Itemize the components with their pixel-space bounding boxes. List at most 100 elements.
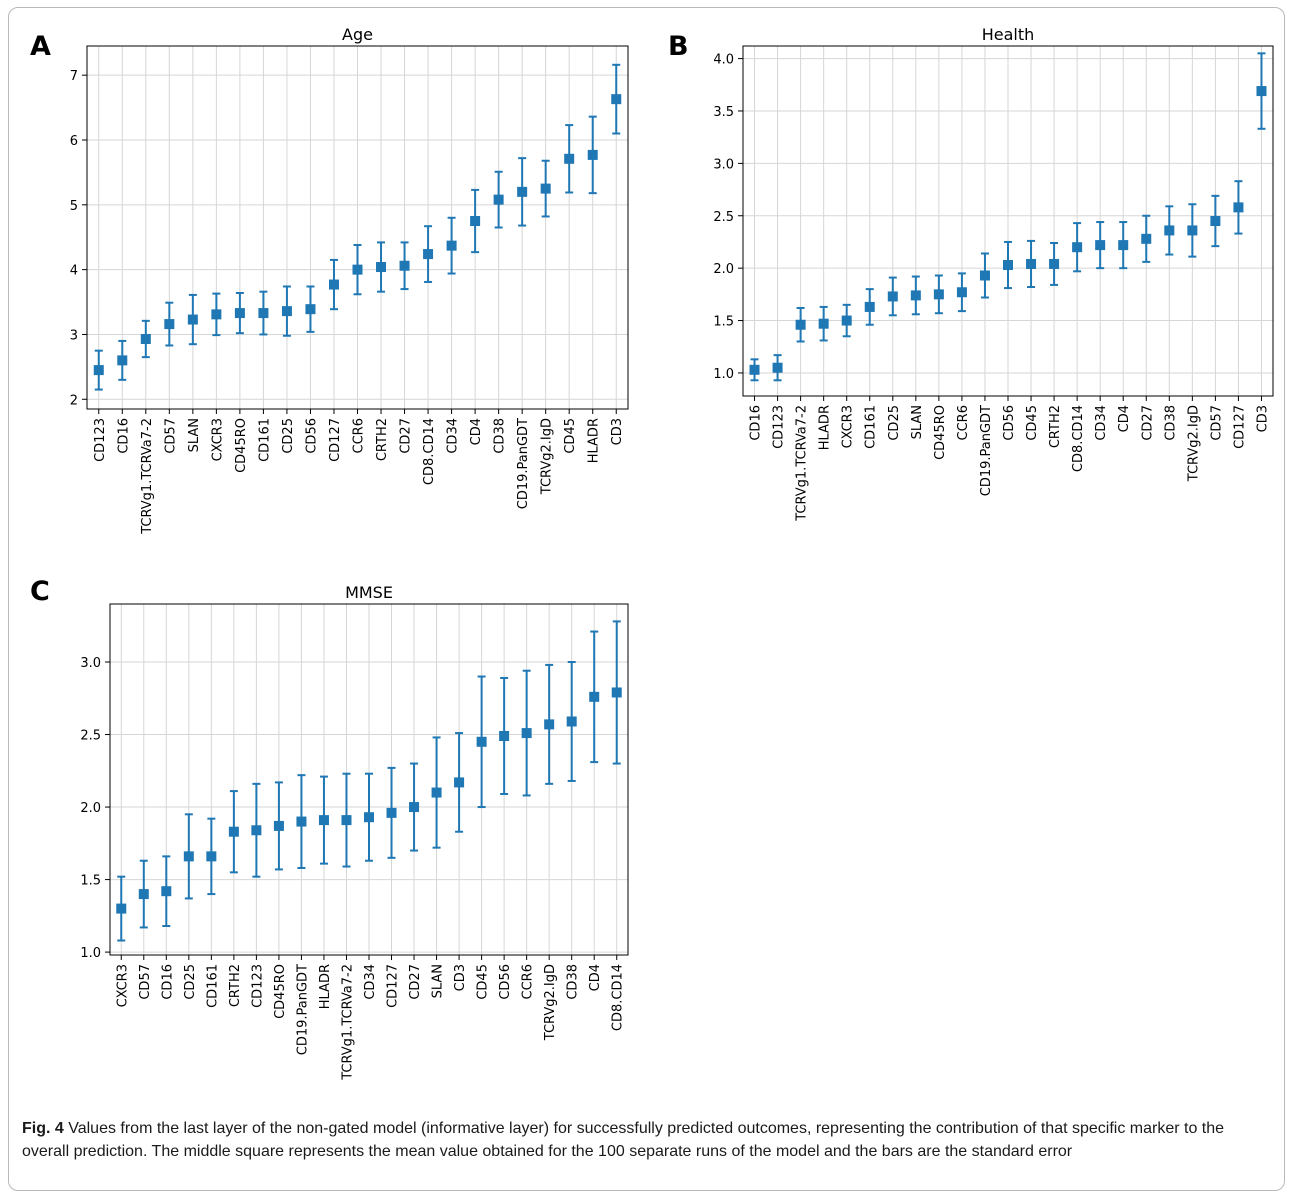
mean-marker [234, 308, 245, 319]
x-axis: CXCR3 CD57 CD16 CD25 CD161 CRTH2 CD123 CD45RO CD… [115, 955, 626, 1081]
mean-marker [187, 314, 198, 325]
data-series [749, 52, 1267, 382]
x-tick-label: CD34 [446, 418, 461, 454]
x-tick-label: CXCR3 [210, 418, 225, 461]
x-tick-label: CD27 [399, 418, 414, 454]
x-tick-label: SLAN [187, 418, 202, 452]
y-axis: 1.0 1.5 2.0 2.5 3.0 [80, 656, 110, 961]
x-tick-label: CRTH2 [375, 418, 390, 461]
figure-charts: A Age 2 3 4 5 6 7 CD123 CD16 TCRVg1.TCRVa7-2 CD57 SL… [30, 25, 1274, 1081]
y-tick-label: 1.0 [713, 367, 734, 382]
x-tick-label: CD161 [864, 405, 879, 449]
mean-marker [1256, 86, 1267, 97]
x-tick-label: CD19.PanGDT [295, 964, 310, 1055]
x-tick-label: CD19.PanGDT [979, 405, 994, 496]
mean-marker [206, 851, 217, 862]
x-tick-label: HLADR [587, 418, 602, 463]
mean-marker [409, 802, 420, 813]
mean-marker [499, 730, 510, 741]
x-tick-label: CD34 [1094, 405, 1109, 441]
x-tick-label: CD27 [1140, 405, 1155, 441]
y-axis: 2 3 4 5 6 7 [70, 69, 87, 408]
mean-marker [296, 816, 307, 827]
mean-marker [1187, 225, 1198, 236]
plot-area-frame [109, 603, 629, 956]
mean-marker [1210, 216, 1221, 226]
y-tick-label: 2.5 [713, 210, 734, 225]
mean-marker [772, 362, 783, 373]
mean-marker [864, 301, 875, 312]
data-series [93, 63, 622, 391]
y-tick-label: 6 [70, 134, 78, 149]
mean-marker [228, 826, 239, 837]
mean-marker [910, 290, 921, 301]
plot-area-frame [742, 45, 1274, 397]
mean-marker [431, 787, 442, 798]
gridlines [743, 46, 1273, 396]
panel-b: B Health 1.0 1.5 2.0 2.5 3.0 3.5 4.0 CD16 CD123 TCR… [668, 25, 1274, 522]
chart-title: Age [342, 25, 373, 44]
x-tick-label: TCRVg1.TCRVa7-2 [340, 964, 355, 1081]
x-tick-label: CD16 [160, 964, 175, 1000]
y-tick-label: 2.5 [80, 729, 101, 744]
mean-marker [540, 183, 551, 194]
x-tick-label: CD127 [386, 964, 401, 1008]
x-tick-label: CD3 [453, 964, 468, 991]
y-tick-label: 2.0 [80, 801, 101, 816]
y-tick-label: 3.0 [80, 656, 101, 671]
x-tick-label: CD8.CD14 [422, 418, 437, 485]
chart-title: Health [982, 25, 1035, 44]
mean-marker [521, 728, 532, 739]
mean-marker [887, 291, 898, 302]
x-tick-label: CXCR3 [115, 964, 130, 1007]
x-tick-label: TCRVg2.IgD [1186, 405, 1201, 482]
mean-marker [956, 287, 967, 298]
x-tick-label: CD127 [328, 418, 343, 462]
x-tick-label: TCRVg2.IgD [540, 418, 555, 495]
x-tick-label: CD16 [116, 418, 131, 454]
mean-marker [979, 270, 990, 281]
mean-marker [818, 318, 829, 329]
plot-area-frame [86, 45, 629, 410]
mean-marker [305, 304, 316, 315]
mean-marker [161, 886, 172, 897]
mean-marker [1118, 240, 1129, 251]
x-tick-label: SLAN [431, 964, 446, 998]
x-tick-label: CD123 [250, 964, 265, 1008]
x-tick-label: HLADR [318, 964, 333, 1009]
panel-letter: B [668, 31, 689, 62]
mean-marker [1072, 242, 1083, 253]
mean-marker [328, 279, 339, 290]
x-tick-label: CD16 [749, 405, 764, 441]
mean-marker [933, 289, 944, 300]
mean-marker [116, 903, 127, 914]
x-tick-label: CD161 [257, 418, 272, 462]
x-tick-label: CD38 [1163, 405, 1178, 441]
mean-marker [273, 820, 284, 831]
x-tick-label: CD4 [469, 418, 484, 445]
mean-marker [138, 889, 149, 900]
figure-label: Fig. 4 [22, 1120, 64, 1137]
x-tick-label: HLADR [818, 405, 833, 450]
figure-caption: Fig. 4 Values from the last layer of the… [22, 1117, 1272, 1163]
mean-marker [211, 309, 222, 320]
x-tick-label: TCRVg1.TCRVa7-2 [795, 405, 810, 522]
mean-marker [341, 815, 352, 826]
mean-marker [164, 319, 175, 330]
x-tick-label: CD38 [566, 964, 581, 1000]
y-tick-label: 7 [70, 69, 78, 84]
mean-marker [93, 365, 104, 376]
x-tick-label: CD57 [163, 418, 178, 454]
y-tick-label: 3.0 [713, 157, 734, 172]
y-tick-label: 3 [70, 328, 78, 343]
x-tick-label: CCR6 [352, 418, 367, 453]
mean-marker [1049, 258, 1060, 269]
panel-a: A Age 2 3 4 5 6 7 CD123 CD16 TCRVg1.TCRVa7-2 CD57 SL… [30, 25, 629, 535]
x-tick-label: CD4 [1117, 405, 1132, 432]
mean-marker [1141, 233, 1152, 244]
x-tick-label: CD25 [281, 418, 296, 454]
mean-marker [749, 364, 760, 375]
x-tick-label: CD8.CD14 [611, 964, 626, 1031]
x-tick-label: TCRVg1.TCRVa7-2 [140, 418, 155, 535]
x-tick-label: CRTH2 [1048, 405, 1063, 448]
